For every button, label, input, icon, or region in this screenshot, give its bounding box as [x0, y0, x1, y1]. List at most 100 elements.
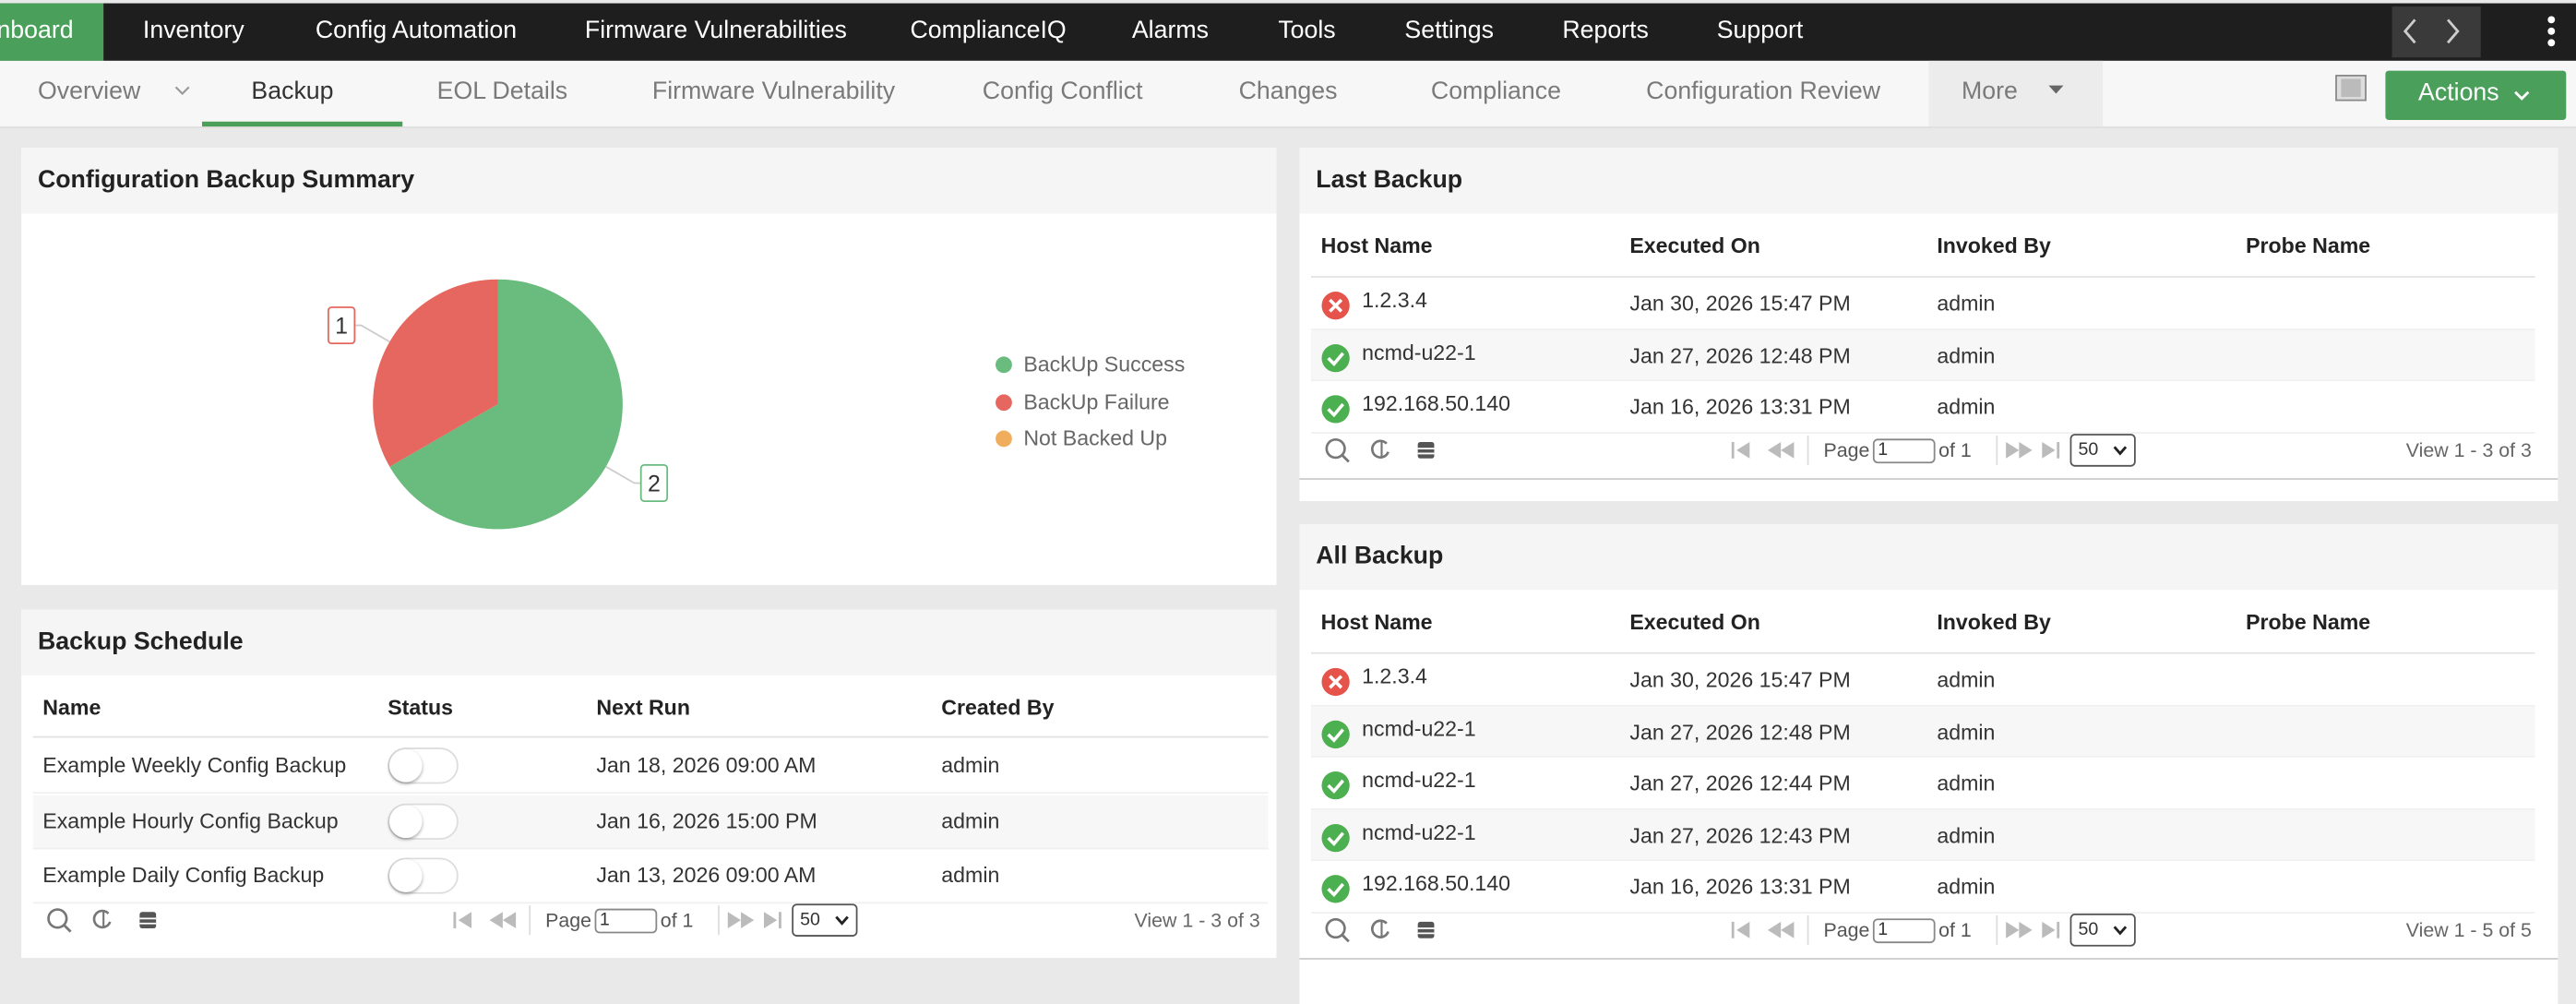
sub-nav-tab[interactable]: Overview: [37, 77, 141, 105]
column-header: Next Run: [596, 695, 690, 720]
column-header: Name: [42, 695, 101, 720]
cell-host[interactable]: 192.168.50.140: [1362, 390, 1511, 416]
cell-host[interactable]: ncmd-u22-1: [1362, 715, 1476, 741]
toggle-knob: [389, 804, 423, 838]
nav-tab[interactable]: Tools: [1278, 16, 1336, 45]
refresh-icon[interactable]: [90, 907, 116, 933]
kebab-menu[interactable]: [2546, 16, 2557, 50]
next-page[interactable]: [2006, 920, 2033, 939]
legend-label[interactable]: BackUp Success: [1023, 352, 1186, 376]
last-page[interactable]: [763, 910, 783, 929]
pager-size-select[interactable]: [792, 903, 858, 937]
search-icon[interactable]: [46, 907, 72, 933]
sub-nav-tab[interactable]: Backup: [251, 77, 334, 105]
failure-icon: [1321, 667, 1350, 697]
panel-title: Last Backup: [1316, 165, 1463, 195]
export-icon[interactable]: [135, 907, 161, 933]
actions-button[interactable]: [2385, 70, 2567, 120]
legend-label[interactable]: Not Backed Up: [1023, 425, 1168, 450]
nav-tab[interactable]: ComplianceIQ: [910, 16, 1067, 45]
cell-host[interactable]: 1.2.3.4: [1362, 287, 1427, 313]
cell-invoked: admin: [1937, 771, 1996, 795]
pager-size-select[interactable]: [2069, 434, 2136, 467]
nav-next[interactable]: [2445, 18, 2462, 44]
failure-icon: [1321, 292, 1350, 320]
table-row: [1310, 277, 2535, 330]
sub-nav-tab[interactable]: EOL Details: [436, 77, 568, 105]
tri: [2042, 441, 2056, 459]
cell-host[interactable]: 1.2.3.4: [1362, 663, 1427, 689]
cell-host[interactable]: 192.168.50.140: [1362, 870, 1511, 896]
tri: [727, 912, 742, 929]
search-icon[interactable]: [1324, 917, 1350, 943]
bar: [453, 912, 457, 929]
cross: [1329, 298, 1343, 313]
tri: [763, 912, 778, 929]
sub-nav-tab[interactable]: Changes: [1238, 77, 1338, 105]
nav-tab[interactable]: nboard: [0, 16, 74, 45]
cell-created-by: admin: [941, 862, 1000, 888]
export-icon[interactable]: [1413, 437, 1438, 463]
first-page[interactable]: [1731, 440, 1751, 460]
sub-nav-tab[interactable]: Configuration Review: [1646, 77, 1881, 105]
cell-name[interactable]: Example Weekly Config Backup: [42, 752, 347, 778]
sub-nav-tab[interactable]: More: [1962, 77, 2018, 105]
actions-label[interactable]: Actions: [2418, 78, 2499, 107]
table-row: [32, 794, 1269, 849]
prev-page[interactable]: [1767, 440, 1795, 460]
sub-nav-tab[interactable]: Compliance: [1430, 77, 1561, 105]
nav-prev[interactable]: [2402, 18, 2418, 44]
pager-page-input[interactable]: [1872, 918, 1936, 944]
pager-of: of 1: [1938, 438, 1972, 462]
pager-size-value[interactable]: 50: [2078, 440, 2099, 460]
cell-next-run: Jan 16, 2026 15:00 PM: [596, 807, 817, 832]
last-page[interactable]: [2042, 440, 2061, 460]
cell-name[interactable]: Example Daily Config Backup: [42, 862, 325, 888]
refresh-icon[interactable]: [1368, 917, 1394, 943]
arrow: [1370, 919, 1389, 938]
nav-tab[interactable]: Config Automation: [315, 16, 518, 45]
pager-page-label: Page: [1823, 438, 1870, 462]
column-header: Host Name: [1320, 233, 1433, 258]
refresh-icon[interactable]: [1368, 437, 1394, 463]
export-icon[interactable]: [1413, 917, 1438, 943]
pager-view: View 1 - 5 of 5: [2405, 918, 2532, 942]
nav-tab[interactable]: Firmware Vulnerabilities: [584, 16, 847, 45]
pager-page-value[interactable]: 1: [1878, 920, 1889, 940]
first-page[interactable]: [1731, 920, 1751, 939]
pager-page-value[interactable]: 1: [1878, 440, 1889, 460]
panel-header: [1299, 524, 2558, 591]
prev-page[interactable]: [489, 910, 517, 929]
first-page[interactable]: [453, 910, 472, 929]
cell-name[interactable]: Example Hourly Config Backup: [42, 807, 339, 832]
next-page[interactable]: [2006, 440, 2033, 460]
more-dropdown[interactable]: [2048, 85, 2064, 96]
layout-toggle[interactable]: [2334, 74, 2370, 103]
sub-nav-tab[interactable]: Firmware Vulnerability: [651, 77, 896, 105]
cell-host[interactable]: ncmd-u22-1: [1362, 767, 1476, 793]
next-page[interactable]: [727, 910, 755, 929]
pager-page-input[interactable]: [1872, 438, 1936, 464]
pager-page-value[interactable]: 1: [599, 910, 610, 930]
pager-size-value[interactable]: 50: [800, 910, 820, 930]
nav-tab[interactable]: Inventory: [142, 16, 244, 45]
pager-size-value[interactable]: 50: [2078, 920, 2099, 940]
nav-tab[interactable]: Support: [1716, 16, 1804, 45]
last-page[interactable]: [2042, 920, 2061, 939]
prev-page[interactable]: [1767, 920, 1795, 939]
cell-host[interactable]: ncmd-u22-1: [1362, 339, 1476, 365]
search-icon[interactable]: [1324, 437, 1350, 463]
legend-label[interactable]: BackUp Failure: [1023, 388, 1170, 413]
cell-host[interactable]: ncmd-u22-1: [1362, 819, 1476, 844]
label-box: [639, 464, 669, 502]
nav-tab[interactable]: Reports: [1562, 16, 1649, 45]
pager-size-select[interactable]: [2069, 914, 2136, 947]
nav-tab[interactable]: Settings: [1404, 16, 1494, 45]
overview-dropdown[interactable]: [174, 86, 191, 96]
nav-tab[interactable]: Alarms: [1131, 16, 1209, 45]
actions-caret[interactable]: [2513, 90, 2530, 101]
column-header: Invoked By: [1937, 609, 2051, 635]
pager-page-input[interactable]: [594, 908, 658, 934]
sub-nav-tab[interactable]: Config Conflict: [982, 77, 1143, 105]
tri: [489, 912, 503, 929]
